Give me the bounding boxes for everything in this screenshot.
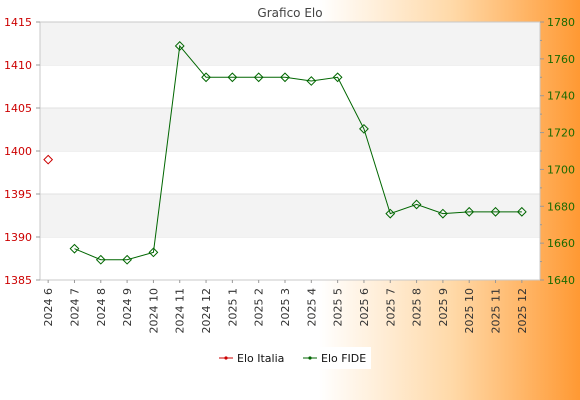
x-tick-label: 2025 12	[516, 288, 529, 334]
x-tick-label: 2025 3	[279, 288, 292, 327]
x-tick-label: 2025 7	[384, 288, 397, 327]
x-tick-label: 2025 10	[463, 288, 476, 334]
legend-swatch-marker	[224, 356, 228, 360]
legend-label: Elo Italia	[237, 352, 284, 365]
x-tick-label: 2024 11	[174, 288, 187, 334]
x-tick-label: 2025 9	[437, 288, 450, 327]
legend-box	[211, 347, 371, 369]
data-point	[201, 72, 211, 83]
data-point	[464, 206, 475, 217]
data-point	[437, 208, 448, 219]
x-tick-label: 2024 6	[42, 288, 55, 327]
y-right-tick-label: 1740	[547, 90, 575, 103]
grid-band	[40, 22, 540, 65]
data-point	[122, 254, 133, 265]
data-point	[306, 76, 317, 86]
x-tick-label: 2025 6	[358, 288, 371, 327]
y-right-tick-label: 1680	[547, 200, 575, 213]
y-right-tick-label: 1720	[547, 127, 575, 140]
x-tick-label: 2024 9	[121, 288, 134, 327]
x-tick-label: 2024 8	[95, 288, 108, 327]
data-point	[253, 72, 264, 83]
y-left-tick-label: 1385	[4, 274, 32, 287]
data-point	[148, 247, 159, 258]
legend-swatch-marker	[308, 356, 312, 360]
x-tick-label: 2025 4	[305, 288, 318, 327]
x-tick-label: 2025 5	[332, 288, 345, 327]
legend-label: Elo FIDE	[321, 352, 366, 365]
data-point	[227, 72, 238, 83]
y-left-tick-label: 1400	[4, 145, 32, 158]
y-right-tick-label: 1700	[547, 163, 575, 176]
data-point	[43, 154, 54, 165]
data-point	[280, 72, 290, 83]
x-tick-label: 2025 8	[411, 288, 424, 327]
chart-title: Grafico Elo	[257, 6, 322, 20]
x-tick-label: 2025 2	[253, 288, 266, 327]
y-left-tick-label: 1390	[4, 231, 32, 244]
data-point	[411, 199, 422, 210]
y-left-tick-label: 1415	[4, 16, 32, 29]
data-point	[385, 208, 396, 219]
y-right-tick-label: 1660	[547, 237, 575, 250]
y-right-tick-label: 1760	[547, 53, 575, 66]
data-point	[516, 206, 527, 217]
y-left-tick-label: 1405	[4, 102, 32, 115]
x-tick-label: 2025 1	[226, 288, 239, 327]
data-point	[332, 72, 343, 83]
grid-band	[40, 194, 540, 237]
data-point	[69, 243, 80, 254]
data-point	[359, 123, 369, 134]
data-point	[490, 206, 501, 217]
x-tick-label: 2024 12	[200, 288, 213, 334]
x-tick-label: 2024 7	[68, 288, 81, 327]
data-point	[174, 41, 185, 51]
y-right-tick-label: 1640	[547, 274, 575, 287]
x-tick-label: 2024 10	[147, 288, 160, 334]
y-right-tick-label: 1780	[547, 16, 575, 29]
grid-band	[40, 108, 540, 151]
y-left-tick-label: 1410	[4, 59, 32, 72]
y-left-tick-label: 1395	[4, 188, 32, 201]
x-tick-label: 2025 11	[490, 288, 503, 334]
data-point	[95, 254, 106, 265]
